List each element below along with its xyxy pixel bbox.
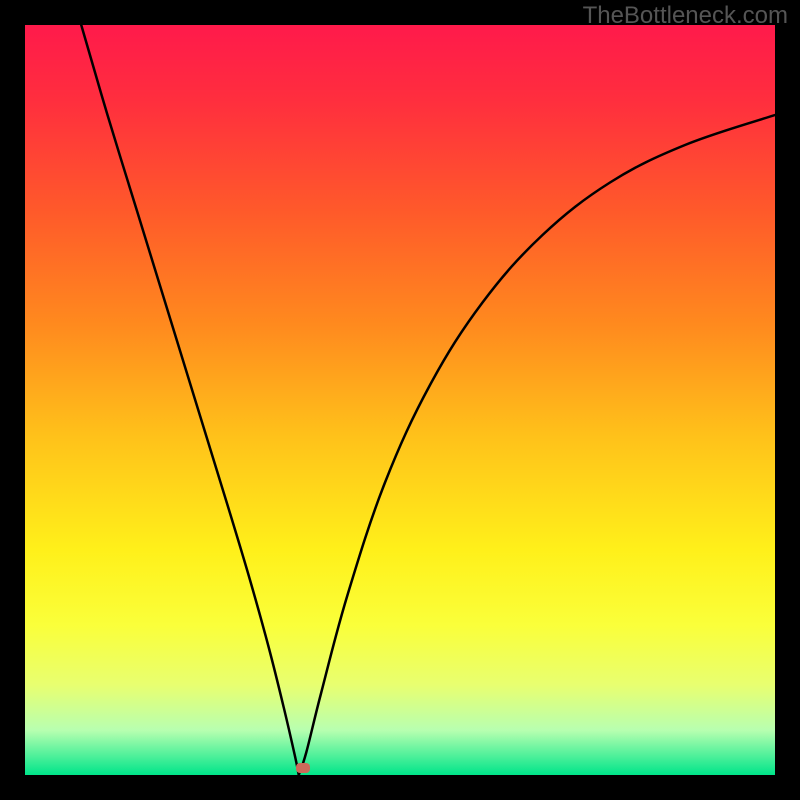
watermark-text: TheBottleneck.com (583, 2, 788, 30)
curve-left-branch (81, 25, 299, 775)
curve-right-branch (299, 115, 775, 775)
minimum-marker (296, 763, 310, 773)
curve-layer (0, 0, 800, 800)
chart-frame: TheBottleneck.com (0, 0, 800, 800)
